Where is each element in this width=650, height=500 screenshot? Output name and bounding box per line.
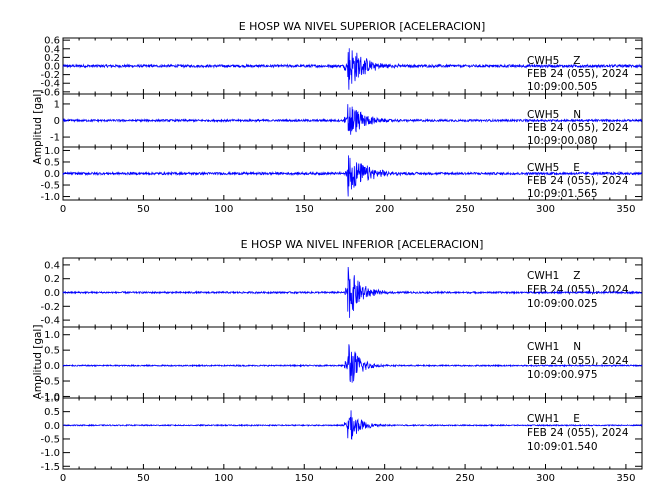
waveform-trace — [62, 410, 643, 440]
y-tick-label: -1.0 — [40, 192, 60, 203]
x-tick-label: 250 — [456, 204, 475, 215]
trace-panel: 1.00.50.0-0.5-1.0 — [40, 146, 643, 203]
waveform-trace — [62, 344, 643, 383]
y-tick-label: 0.0 — [44, 169, 60, 180]
y-tick-label: 0.2 — [44, 53, 60, 64]
x-tick-label: 250 — [456, 473, 475, 484]
panel-cwh5-n: CWH5 N FEB 24 (055), 2024 10:09:00.080 — [527, 109, 629, 147]
y-axis-label: Amplitud [gal] — [32, 90, 44, 165]
x-tick-label: 100 — [214, 204, 233, 215]
record-date: FEB 24 (055), 2024 — [527, 175, 629, 187]
waveform-trace — [62, 104, 643, 135]
y-tick-label: 0 — [54, 116, 60, 127]
y-tick-label: -1.0 — [40, 448, 60, 459]
y-tick-label: -0.5 — [40, 181, 60, 192]
y-tick-label: 1.0 — [44, 146, 60, 157]
y-tick-label: 0.0 — [44, 288, 60, 299]
panel-cwh1-z: CWH1 Z FEB 24 (055), 2024 10:09:00.025 — [527, 270, 629, 310]
y-tick-label: -0.5 — [40, 434, 60, 445]
y-tick-label: 0.5 — [44, 346, 60, 357]
trace-panel: 0.60.40.20.0-0.2-0.4-0.6 — [40, 36, 643, 98]
station-component: CWH5 N — [527, 109, 581, 121]
y-tick-label: 0.0 — [44, 62, 60, 73]
waveform-trace — [62, 155, 643, 197]
record-date: FEB 24 (055), 2024 — [527, 68, 629, 80]
trace-panel: 1.0 0.5 0.0 -0.5 -1.0 — [40, 326, 643, 403]
x-tick-label: 200 — [375, 204, 394, 215]
chart-nivel-superior: E HOSP WA NIVEL SUPERIOR [ACELERACION] A… — [32, 20, 629, 200]
panel-cwh5-e: CWH5 E FEB 24 (055), 2024 10:09:01.565 — [527, 162, 629, 200]
y-tick-label: -0.6 — [40, 87, 60, 98]
record-time: 10:09:01.540 — [527, 441, 598, 453]
panel-cwh1-n: CWH1 N FEB 24 (055), 2024 10:09:00.975 — [527, 341, 629, 381]
y-tick-label: -0.2 — [40, 70, 60, 81]
x-tick-label: 0 — [60, 204, 66, 215]
record-time: 10:09:00.975 — [527, 369, 598, 381]
trace-panel: 0.4 0.2 0.0 -0.2 -0.4 — [40, 257, 643, 328]
record-time: 10:09:01.565 — [527, 188, 598, 200]
y-tick-label: 0.4 — [44, 260, 60, 271]
chart-title: E HOSP WA NIVEL INFERIOR [ACELERACION] — [241, 238, 484, 251]
y-tick-label: 1.0 — [44, 394, 60, 405]
record-date: FEB 24 (055), 2024 — [527, 122, 629, 134]
x-tick-label: 150 — [295, 204, 314, 215]
y-tick-label: 0.5 — [44, 407, 60, 418]
record-date: FEB 24 (055), 2024 — [527, 427, 629, 439]
x-tick-label: 350 — [616, 204, 635, 215]
y-tick-label: 1 — [54, 99, 60, 110]
y-tick-label: 0.0 — [44, 421, 60, 432]
station-component: CWH1 N — [527, 341, 581, 353]
y-tick-label: -0.2 — [40, 302, 60, 313]
y-tick-label: -0.4 — [40, 316, 60, 327]
x-tick-label: 100 — [214, 473, 233, 484]
station-component: CWH5 Z — [527, 55, 581, 67]
x-tick-label: 200 — [375, 473, 394, 484]
y-tick-label: -0.4 — [40, 79, 60, 90]
x-tick-label: 50 — [137, 473, 150, 484]
y-tick-label: -0.5 — [40, 377, 60, 388]
y-tick-label: 0.4 — [44, 44, 60, 55]
record-time: 10:09:00.025 — [527, 298, 598, 310]
x-tick-label: 150 — [295, 473, 314, 484]
chart-nivel-inferior: E HOSP WA NIVEL INFERIOR [ACELERACION] A… — [32, 238, 629, 453]
trace-panel: 1 0 -1 — [50, 93, 643, 148]
y-axis-label: Amplitud [gal] — [32, 325, 44, 400]
y-tick-label: 0.0 — [44, 361, 60, 372]
waveform-trace — [62, 266, 643, 318]
x-tick-label: 350 — [616, 473, 635, 484]
station-component: CWH1 E — [527, 413, 580, 425]
chart-title: E HOSP WA NIVEL SUPERIOR [ACELERACION] — [239, 20, 486, 33]
station-component: CWH1 Z — [527, 270, 581, 282]
record-time: 10:09:00.080 — [527, 135, 598, 147]
y-tick-label: -1.5 — [40, 462, 60, 473]
y-tick-label: 1.0 — [44, 330, 60, 341]
x-tick-label: 300 — [536, 473, 555, 484]
record-date: FEB 24 (055), 2024 — [527, 284, 629, 296]
station-component: CWH5 E — [527, 162, 580, 174]
x-tick-label: 300 — [536, 204, 555, 215]
x-tick-label: 0 — [60, 473, 66, 484]
x-tick-label: 50 — [137, 204, 150, 215]
waveform-trace — [62, 48, 643, 90]
y-tick-label: -1 — [50, 133, 60, 144]
record-date: FEB 24 (055), 2024 — [527, 355, 629, 367]
plot-area: 0.60.40.20.0-0.2-0.4-0.610-11.00.50.0-0.… — [40, 36, 643, 484]
y-tick-label: -1.0 — [40, 392, 60, 403]
trace-panel: 1.0 0.5 0.0 -0.5 -1.0 -1.5 — [40, 394, 643, 473]
panel-cwh5-z: CWH5 Z FEB 24 (055), 2024 10:09:00.505 — [527, 55, 629, 93]
panel-cwh1-e: CWH1 E FEB 24 (055), 2024 10:09:01.540 — [527, 413, 629, 453]
y-tick-label: 0.6 — [44, 36, 60, 47]
y-tick-label: 0.2 — [44, 274, 60, 285]
y-tick-label: 0.5 — [44, 157, 60, 168]
record-time: 10:09:00.505 — [527, 81, 598, 93]
